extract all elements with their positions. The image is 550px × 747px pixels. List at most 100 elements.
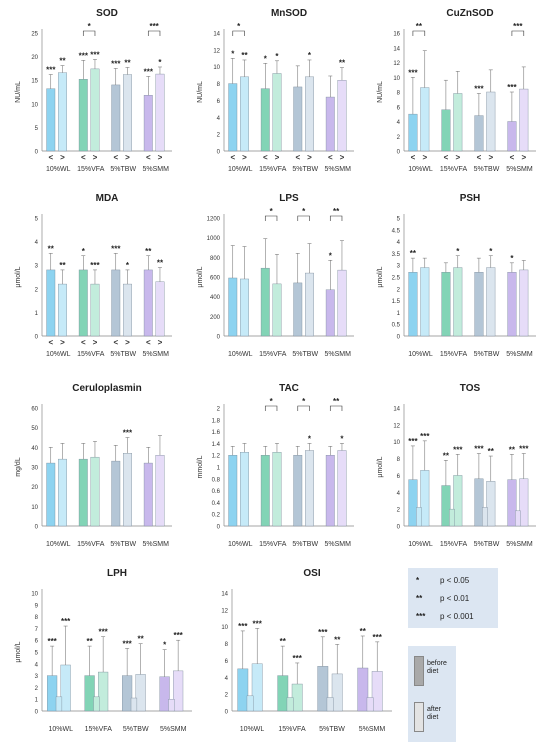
bracket-label: * — [237, 22, 241, 31]
x-tick-symbol: > — [93, 338, 98, 347]
chart-svg: SODNU/mL0510152025***<**>10%WL***<***>15… — [15, 8, 172, 173]
chart-title: TAC — [279, 383, 299, 394]
bar-5%tbw-after — [305, 76, 314, 152]
category-label: 10%WL — [408, 351, 433, 358]
significance-marker: *** — [253, 619, 263, 628]
bar-5%tbw-after — [123, 74, 132, 152]
bracket-label: ** — [333, 207, 340, 216]
bar-secondary — [93, 696, 100, 712]
bar-15%vfa-before — [441, 272, 451, 337]
legend-row-1: * p < 0.05 — [416, 576, 469, 585]
bar-15%vfa-before — [260, 267, 270, 337]
category-label: 15%VFA — [259, 166, 287, 173]
bar-5%tbw-after — [135, 674, 146, 712]
category-label: 5%TBW — [292, 166, 318, 173]
y-tick-label: 0 — [217, 525, 221, 531]
y-tick-label: 1000 — [207, 236, 221, 242]
significance-marker: *** — [144, 67, 154, 76]
bar-10%wl-after — [60, 664, 71, 712]
bar-10%wl-before — [228, 277, 238, 337]
y-tick-label: 600 — [210, 276, 221, 282]
bar-10%wl-after — [251, 663, 263, 712]
y-tick-label: 20 — [31, 485, 38, 491]
x-tick-symbol: < — [113, 338, 118, 347]
after-diet-label: after diet — [427, 706, 442, 721]
y-tick-label: 3 — [35, 264, 39, 270]
y-tick-label: 40 — [31, 446, 38, 452]
y-tick-label: 5 — [397, 217, 401, 223]
bar-5%tbw-before — [122, 675, 133, 712]
bar-5%smm-after — [173, 670, 184, 712]
y-tick-label: 0.5 — [392, 323, 401, 329]
chart-svg: TOSμmol/L02468101214******10%WL*****15%V… — [377, 383, 536, 548]
x-tick-symbol: < — [81, 338, 86, 347]
chart-svg: Ceruloplasmin mg/dL 0 10 20 30 40 50 60 10%WL 15%V… — [15, 383, 172, 548]
bar-10%wl-after — [240, 76, 249, 152]
significance-marker: ** — [410, 249, 417, 258]
y-axis-label: μmol/L — [377, 266, 384, 287]
y-tick-label: 0 — [397, 525, 401, 531]
category-label: 5%TBW — [123, 726, 149, 733]
bar-5%tbw-before — [111, 84, 121, 152]
bar-secondary — [482, 507, 488, 527]
x-tick-symbol: > — [242, 153, 247, 162]
y-tick-label: 4.5 — [392, 228, 401, 234]
bar-5%tbw-after — [305, 450, 314, 527]
significance-marker: ** — [339, 59, 346, 68]
y-tick-label: 2 — [217, 133, 221, 139]
bracket-label: * — [88, 22, 92, 31]
bar-15%vfa-after — [453, 475, 463, 527]
significance-marker: *** — [474, 445, 484, 454]
bracket-label: *** — [149, 22, 159, 31]
bar-5%smm-after — [371, 671, 383, 712]
significance-bracket — [297, 405, 310, 411]
bracket-label: *** — [513, 22, 523, 31]
bar-secondary — [449, 508, 455, 527]
category-label: 5%SMM — [506, 541, 533, 548]
y-tick-label: 0 — [397, 150, 401, 156]
category-label: 5%TBW — [110, 351, 136, 358]
bar-10%wl-before — [46, 269, 56, 337]
y-tick-label: 14 — [393, 407, 400, 413]
significance-marker: ** — [241, 51, 248, 60]
bar-10%wl-before — [46, 462, 56, 527]
bar-10%wl-before — [237, 668, 249, 712]
significance-legend: * p < 0.05 ** p < 0.01 *** p < 0.001 — [408, 568, 498, 628]
bar-5%smm-before — [507, 272, 517, 337]
x-tick-symbol: < — [510, 153, 515, 162]
significance-marker: * — [510, 254, 514, 263]
y-tick-label: 0.8 — [212, 477, 221, 483]
significance-marker: *** — [111, 59, 121, 68]
y-tick-label: 25 — [31, 32, 38, 38]
significance-marker: * — [340, 434, 344, 443]
category-label: 10%WL — [240, 726, 265, 733]
category-label: 5%SMM — [359, 726, 386, 733]
category-label: 10%WL — [46, 166, 71, 173]
x-tick-symbol: > — [60, 153, 65, 162]
category-label: 5%SMM — [506, 166, 533, 173]
significance-marker: *** — [79, 51, 89, 60]
y-tick-label: 1 — [217, 466, 221, 472]
chart-panel-tos: TOS μmol/L 0 2 4 6 8 10 12 14 *** *** 10%WL ** *** 15%V… — [370, 380, 542, 560]
bar-10%wl-after — [420, 87, 430, 152]
y-tick-label: 2 — [225, 693, 229, 699]
significance-marker: * — [329, 251, 333, 260]
chart-title: LPH — [107, 568, 127, 579]
y-tick-label: 4 — [397, 120, 401, 126]
significance-marker: * — [275, 52, 279, 61]
y-tick-label: 1.2 — [212, 454, 221, 460]
significance-marker: *** — [453, 445, 463, 454]
bar-5%smm-before — [507, 479, 517, 527]
legend-symbol: *** — [416, 612, 426, 621]
chart-panel-lph: LPH μmol/L 0 1 2 3 4 5 6 7 8 9 10 *** *** 10%WL ** *** 15%… — [8, 565, 198, 745]
chart-panel-mda: MDA μmol/L 0 1 2 3 4 5 ** < ** >10%WL * < *** >15%VFA **… — [8, 190, 178, 370]
bar-10%wl-after — [58, 72, 67, 152]
significance-marker: * — [456, 247, 460, 256]
x-tick-symbol: < — [146, 338, 151, 347]
significance-marker: *** — [173, 631, 183, 640]
y-tick-label: 2 — [397, 287, 401, 293]
x-tick-symbol: < — [444, 153, 449, 162]
y-axis-label: μmol/L — [15, 641, 22, 662]
significance-marker: * — [163, 641, 167, 650]
bar-5%smm-after — [155, 281, 165, 337]
